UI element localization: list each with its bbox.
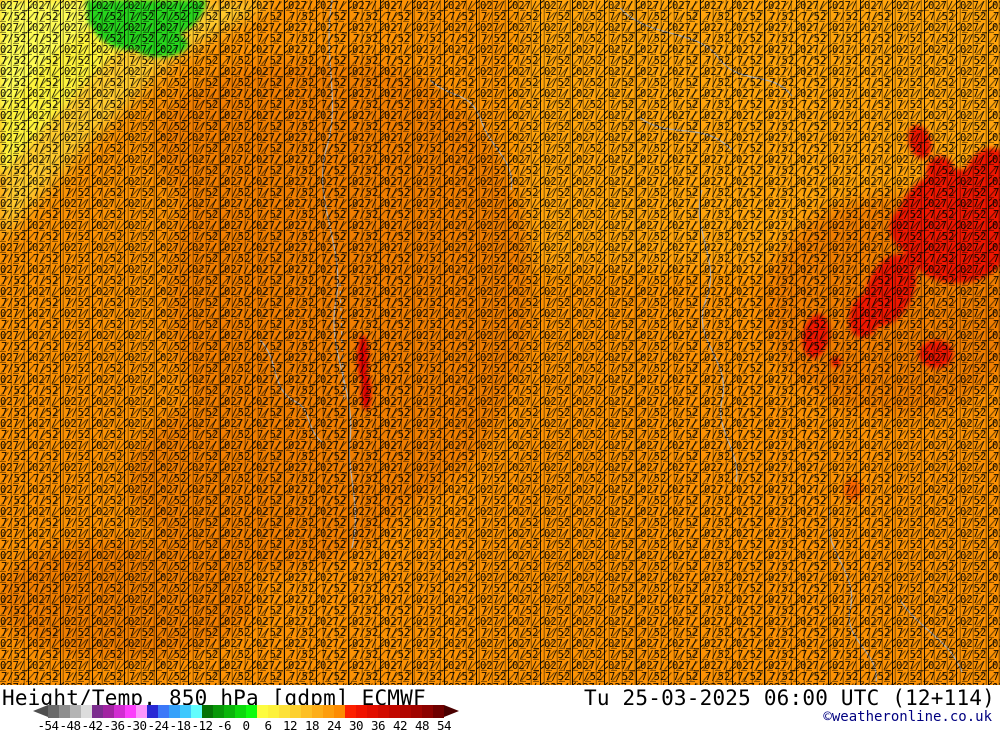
legend-segment bbox=[290, 705, 301, 718]
legend-tick-label: 42 bbox=[392, 718, 408, 733]
legend-segments bbox=[48, 705, 444, 718]
legend-arrow-right bbox=[444, 705, 459, 717]
legend-tick-label: -36 bbox=[103, 718, 125, 733]
weather-map: 027/ 7/52 bbox=[0, 0, 1000, 685]
legend-segment bbox=[81, 705, 92, 718]
legend-segment bbox=[268, 705, 279, 718]
legend-segment bbox=[389, 705, 400, 718]
legend-tick-label: -30 bbox=[125, 718, 147, 733]
legend-segment bbox=[235, 705, 246, 718]
legend-tick-label: 36 bbox=[370, 718, 386, 733]
legend-segment bbox=[103, 705, 114, 718]
legend-segment bbox=[433, 705, 444, 718]
legend-segment bbox=[70, 705, 81, 718]
legend-segment bbox=[92, 705, 103, 718]
legend-segment bbox=[136, 705, 147, 718]
legend-tick-label: -18 bbox=[169, 718, 191, 733]
legend-segment bbox=[191, 705, 202, 718]
legend-tick-label: 6 bbox=[264, 718, 272, 733]
legend-tick-label: -54 bbox=[37, 718, 59, 733]
legend-tick-label: 30 bbox=[348, 718, 364, 733]
legend-tick-label: 0 bbox=[242, 718, 250, 733]
legend-tick-label: -42 bbox=[81, 718, 103, 733]
legend-tick-label: 54 bbox=[436, 718, 452, 733]
legend-segment bbox=[411, 705, 422, 718]
map-datetime: Tu 25-03-2025 06:00 UTC (12+114) bbox=[584, 686, 995, 710]
legend-segment bbox=[202, 705, 213, 718]
copyright-text: ©weatheronline.co.uk bbox=[823, 709, 992, 725]
legend-segment bbox=[114, 705, 125, 718]
legend-segment bbox=[246, 705, 257, 718]
legend-segment bbox=[422, 705, 433, 718]
legend-segment bbox=[323, 705, 334, 718]
legend-segment bbox=[213, 705, 224, 718]
legend-segment bbox=[345, 705, 356, 718]
texture-overlay-slashes bbox=[0, 0, 1000, 685]
legend-segment bbox=[257, 705, 268, 718]
legend-segment bbox=[224, 705, 235, 718]
legend-arrow-left bbox=[33, 705, 48, 717]
legend-segment bbox=[312, 705, 323, 718]
legend-segment bbox=[367, 705, 378, 718]
legend-segment bbox=[169, 705, 180, 718]
legend-tick-label: 48 bbox=[414, 718, 430, 733]
legend-segment bbox=[180, 705, 191, 718]
legend-segment bbox=[301, 705, 312, 718]
legend-segment bbox=[334, 705, 345, 718]
legend-tick-label: -6 bbox=[216, 718, 232, 733]
legend-segment bbox=[279, 705, 290, 718]
legend-tick-label: -24 bbox=[147, 718, 169, 733]
legend-segment bbox=[378, 705, 389, 718]
legend-segment bbox=[48, 705, 59, 718]
legend-segment bbox=[147, 705, 158, 718]
legend-tick-label: 24 bbox=[326, 718, 342, 733]
legend-tick-label: -12 bbox=[191, 718, 213, 733]
legend-segment bbox=[59, 705, 70, 718]
legend-tick-label: 18 bbox=[304, 718, 320, 733]
legend-tick-labels: -54 -48 -42 -36 -30 -24 -18 -12 -6 0 6 12 18 24 30 36 42… bbox=[37, 718, 451, 733]
legend-segment bbox=[158, 705, 169, 718]
legend-segment bbox=[125, 705, 136, 718]
legend-segment bbox=[356, 705, 367, 718]
legend-tick-label: 12 bbox=[282, 718, 298, 733]
legend-tick-label: -48 bbox=[59, 718, 81, 733]
legend-segment bbox=[400, 705, 411, 718]
legend-footer: Height/Temp. 850 hPa [gdpm] ECMWF Tu 25-… bbox=[0, 685, 1000, 733]
